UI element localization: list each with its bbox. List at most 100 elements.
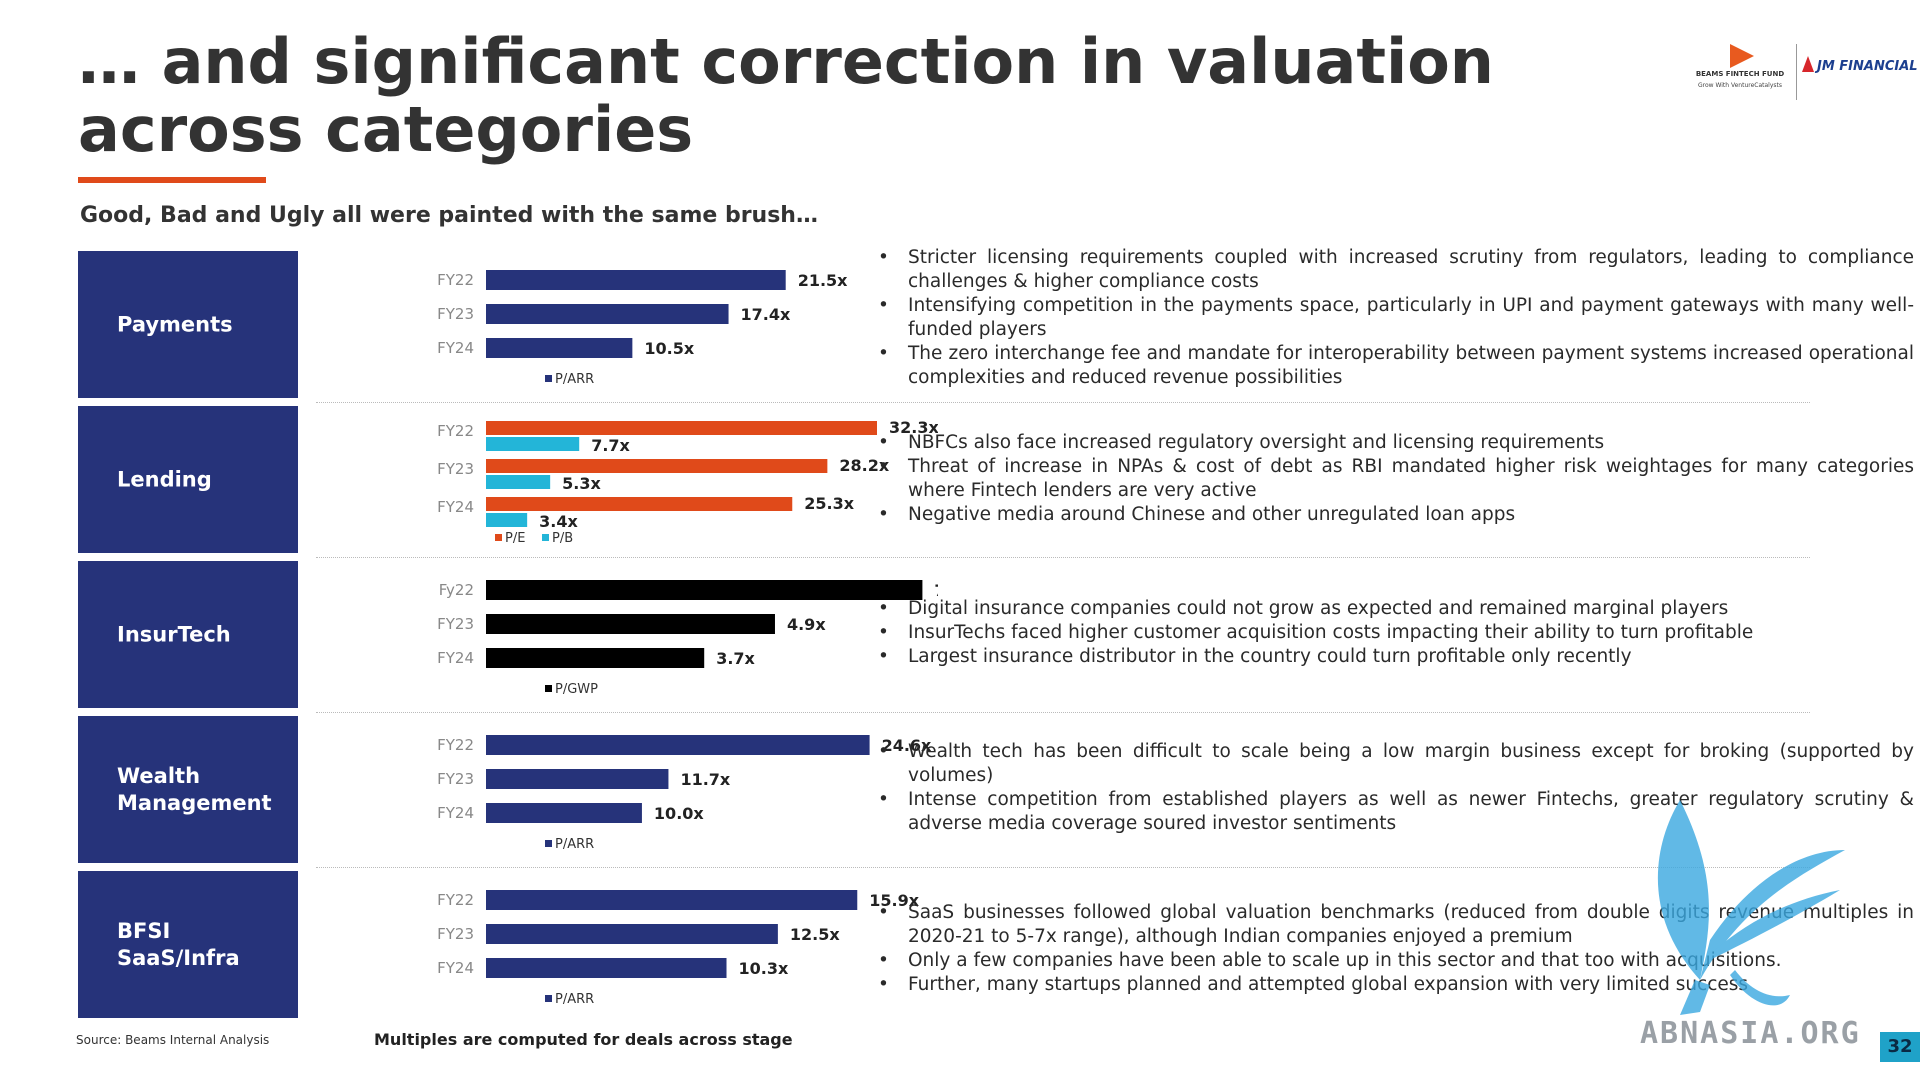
data-label: 3.4x <box>539 512 578 531</box>
category-tick-label: FY23 <box>437 770 474 788</box>
legend-label: P/GWP <box>555 682 598 697</box>
bar <box>486 338 633 358</box>
chart-svg: Fy22 7.4x FY23 4.9x FY24 3.7x P/GWP <box>437 580 938 697</box>
bar <box>486 890 858 910</box>
bar <box>486 270 786 290</box>
bullet-list: NBFCs also face increased regulatory ove… <box>878 431 1914 527</box>
category-tick-label: FY23 <box>437 305 474 323</box>
bullet-item: NBFCs also face increased regulatory ove… <box>878 431 1914 455</box>
jm-triangle-icon <box>1802 56 1814 72</box>
data-label: 10.5x <box>644 339 694 358</box>
chart-footnote: Multiples are computed for deals across … <box>374 1030 793 1049</box>
category-label: BFSI SaaS/Infra <box>117 918 240 970</box>
data-label: 7.4x <box>934 581 938 600</box>
jm-financial-logo: JM FINANCIAL <box>1802 56 1918 74</box>
data-label: 10.0x <box>654 804 704 823</box>
category-label: Lending <box>117 467 212 491</box>
bullet-item: Negative media around Chinese and other … <box>878 503 1914 527</box>
bar <box>486 421 877 435</box>
legend-swatch <box>545 840 552 847</box>
legend-label: P/B <box>552 531 573 546</box>
source-note: Source: Beams Internal Analysis <box>76 1033 270 1047</box>
category-row-lending: Lending FY22 32.3x 7.7x FY23 28.2x 5.3x FY24 25… <box>78 406 1914 553</box>
legend-label: P/E <box>505 531 525 546</box>
logos: BEAMS FINTECH FUND Grow With VentureCata… <box>1690 44 1918 100</box>
data-label: 17.4x <box>741 305 791 324</box>
bullet-list: Digital insurance companies could not gr… <box>878 597 1914 669</box>
category-card: Wealth Management <box>78 716 298 863</box>
category-tick-label: FY24 <box>437 339 474 357</box>
bar <box>486 580 923 600</box>
bullet-list: Wealth tech has been difficult to scale … <box>878 740 1914 836</box>
bar <box>486 437 580 451</box>
category-card: InsurTech <box>78 561 298 708</box>
category-card: BFSI SaaS/Infra <box>78 871 298 1018</box>
category-card: Payments <box>78 251 298 398</box>
bar <box>486 769 669 789</box>
chart-bfsi-saas-infra: FY22 15.9x FY23 12.5x FY24 10.3x P/ARR <box>338 871 938 1018</box>
logo-separator <box>1796 44 1797 100</box>
bar <box>486 648 705 668</box>
category-row-payments: Payments FY22 21.5x FY23 17.4x FY24 10.5x P/AR… <box>78 246 1914 398</box>
category-tick-label: FY24 <box>437 959 474 977</box>
feather-watermark-icon <box>1657 800 1845 1015</box>
bullet-item: InsurTechs faced higher customer acquisi… <box>878 621 1914 645</box>
beams-logo-name: BEAMS FINTECH FUND <box>1695 70 1785 78</box>
bullet-item: Further, many startups planned and attem… <box>878 973 1914 997</box>
title-underline <box>78 177 266 183</box>
bar <box>486 958 727 978</box>
page-title: … and significant correction in valuatio… <box>78 25 1494 166</box>
legend-swatch <box>495 534 502 541</box>
category-row-insurtech: InsurTech Fy227.4xFY234.9xFY243.7xP/GWP … <box>78 561 1808 708</box>
data-label: 11.7x <box>680 770 730 789</box>
row-divider <box>316 712 1810 713</box>
row-divider <box>316 402 1810 403</box>
bar <box>486 735 870 755</box>
data-label: 21.5x <box>798 271 848 290</box>
category-tick-label: FY23 <box>437 615 474 633</box>
page-subtitle: Good, Bad and Ugly all were painted with… <box>80 203 818 228</box>
bullet-item: Largest insurance distributor in the cou… <box>878 645 1914 669</box>
legend-swatch <box>545 375 552 382</box>
bullet-item: Intense competition from established pla… <box>878 788 1914 836</box>
bar <box>486 497 793 511</box>
bullet-item: Digital insurance companies could not gr… <box>878 597 1914 621</box>
category-tick-label: FY24 <box>437 804 474 822</box>
data-label: 4.9x <box>787 615 826 634</box>
category-row-bfsi-saas-infra: BFSI SaaS/Infra FY22 15.9x FY23 12.5x FY24 10… <box>78 871 1914 1018</box>
page-number: 32 <box>1880 1032 1920 1062</box>
bar <box>486 803 642 823</box>
bar <box>486 304 729 324</box>
category-label: Payments <box>117 312 233 336</box>
category-tick-label: FY24 <box>437 649 474 667</box>
data-label: 7.7x <box>591 436 630 455</box>
bar <box>486 475 551 489</box>
legend-swatch <box>542 534 549 541</box>
chart-insurtech: Fy22 7.4x FY23 4.9x FY24 3.7x P/GWP <box>338 561 938 708</box>
row-divider <box>316 557 1810 558</box>
bullet-item: Wealth tech has been difficult to scale … <box>878 740 1914 788</box>
legend-swatch <box>545 995 552 1002</box>
chart-svg: FY22 21.5x FY23 17.4x FY24 10.5x P/ARR <box>437 270 848 387</box>
chart-payments: FY22 21.5x FY23 17.4x FY24 10.5x P/ARR <box>338 251 938 398</box>
legend-label: P/ARR <box>555 837 594 852</box>
data-label: 3.7x <box>716 649 755 668</box>
bar <box>486 459 828 473</box>
category-tick-label: FY22 <box>437 271 474 289</box>
data-label: 12.5x <box>790 925 840 944</box>
data-label: 5.3x <box>562 474 601 493</box>
bar <box>486 513 528 527</box>
bullet-item: The zero interchange fee and mandate for… <box>878 342 1914 390</box>
legend-label: P/ARR <box>555 372 594 387</box>
category-row-wealth-management: Wealth Management FY22 24.6x FY23 11.7x FY24… <box>78 716 1914 863</box>
category-tick-label: FY24 <box>437 498 474 516</box>
chart-wealth-management: FY22 24.6x FY23 11.7x FY24 10.0x P/ARR <box>338 716 938 863</box>
chart-lending: FY22 32.3x 7.7x FY23 28.2x 5.3x FY24 25.3x 3.4x P… <box>338 406 938 553</box>
bullet-item: Intensifying competition in the payments… <box>878 294 1914 342</box>
data-label: 25.3x <box>804 494 854 513</box>
bar <box>486 614 775 634</box>
data-label: 10.3x <box>739 959 789 978</box>
legend-label: P/ARR <box>555 992 594 1007</box>
